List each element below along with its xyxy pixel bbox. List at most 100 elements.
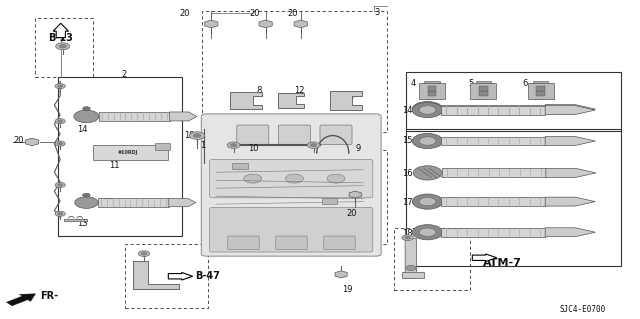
- Bar: [479, 86, 488, 91]
- Polygon shape: [335, 271, 348, 278]
- Bar: [394, 228, 470, 290]
- Polygon shape: [545, 137, 595, 145]
- Circle shape: [412, 101, 443, 117]
- Bar: [98, 198, 169, 207]
- Text: #15: #15: [476, 97, 484, 101]
- Circle shape: [402, 235, 413, 241]
- Text: 17: 17: [102, 198, 113, 207]
- Circle shape: [58, 184, 63, 186]
- Circle shape: [55, 84, 65, 89]
- Polygon shape: [134, 261, 179, 289]
- Bar: [536, 91, 545, 96]
- Bar: [419, 83, 445, 99]
- Bar: [428, 91, 436, 96]
- Circle shape: [285, 174, 303, 183]
- Polygon shape: [349, 191, 362, 198]
- Bar: [528, 83, 554, 99]
- Text: #15: #15: [533, 97, 542, 101]
- Text: 9: 9: [355, 144, 360, 153]
- Text: 19: 19: [184, 131, 195, 140]
- Text: #10: #10: [424, 97, 433, 101]
- FancyBboxPatch shape: [278, 125, 310, 145]
- Circle shape: [56, 43, 70, 50]
- Bar: [442, 168, 546, 177]
- Text: 15: 15: [403, 137, 413, 145]
- Circle shape: [419, 197, 436, 206]
- Circle shape: [327, 174, 345, 183]
- FancyBboxPatch shape: [324, 236, 355, 249]
- FancyBboxPatch shape: [228, 236, 259, 249]
- Polygon shape: [53, 23, 68, 38]
- Bar: [64, 219, 87, 221]
- Circle shape: [83, 193, 90, 197]
- Text: 1: 1: [200, 141, 205, 150]
- Polygon shape: [545, 228, 595, 237]
- Circle shape: [58, 85, 63, 87]
- Text: SJC4-E0700: SJC4-E0700: [560, 305, 606, 314]
- Circle shape: [419, 106, 436, 114]
- Polygon shape: [170, 112, 197, 121]
- Circle shape: [310, 144, 317, 147]
- Text: 6: 6: [523, 79, 528, 88]
- Circle shape: [412, 194, 443, 209]
- Circle shape: [74, 110, 99, 123]
- Circle shape: [244, 174, 262, 183]
- Polygon shape: [546, 168, 596, 177]
- Circle shape: [55, 119, 65, 124]
- Text: 20: 20: [250, 9, 260, 18]
- Bar: [441, 197, 545, 206]
- Bar: [441, 228, 545, 237]
- Circle shape: [138, 251, 150, 256]
- Text: 16: 16: [402, 169, 413, 178]
- Polygon shape: [205, 20, 218, 28]
- Polygon shape: [26, 138, 38, 146]
- Polygon shape: [545, 106, 595, 115]
- Bar: [428, 86, 436, 91]
- Circle shape: [230, 144, 237, 147]
- Text: #10RDJ: #10RDJ: [118, 150, 138, 155]
- Bar: [342, 150, 387, 244]
- Text: 10: 10: [248, 144, 258, 153]
- Polygon shape: [545, 105, 595, 114]
- FancyBboxPatch shape: [201, 114, 381, 256]
- Bar: [533, 80, 548, 83]
- Circle shape: [193, 134, 201, 137]
- Circle shape: [55, 182, 65, 188]
- Polygon shape: [168, 272, 193, 280]
- FancyBboxPatch shape: [232, 163, 248, 169]
- Text: 13: 13: [77, 219, 88, 228]
- Circle shape: [189, 132, 205, 139]
- Text: 4: 4: [411, 79, 416, 88]
- Text: 5: 5: [468, 79, 474, 88]
- Bar: [536, 86, 545, 91]
- FancyBboxPatch shape: [322, 198, 337, 204]
- FancyBboxPatch shape: [210, 207, 372, 252]
- Circle shape: [141, 252, 147, 255]
- Text: 18: 18: [402, 229, 413, 238]
- Circle shape: [58, 120, 63, 122]
- Bar: [441, 137, 545, 145]
- Polygon shape: [169, 198, 196, 207]
- Text: 2: 2: [122, 70, 127, 79]
- Polygon shape: [545, 197, 595, 206]
- Polygon shape: [230, 92, 262, 109]
- Bar: [441, 106, 545, 115]
- Text: ATM-7: ATM-7: [483, 258, 522, 268]
- Bar: [35, 18, 93, 77]
- Circle shape: [83, 107, 90, 110]
- Bar: [406, 72, 621, 131]
- Bar: [479, 91, 488, 96]
- Bar: [402, 272, 424, 278]
- Circle shape: [412, 225, 443, 240]
- Text: 20: 20: [180, 9, 190, 18]
- FancyBboxPatch shape: [320, 125, 352, 145]
- Polygon shape: [259, 20, 272, 28]
- Text: 3: 3: [374, 8, 380, 17]
- Circle shape: [58, 212, 63, 215]
- Bar: [58, 77, 182, 236]
- Text: 17: 17: [402, 198, 413, 207]
- Circle shape: [307, 142, 320, 148]
- Text: 11: 11: [109, 161, 119, 170]
- FancyBboxPatch shape: [276, 236, 307, 249]
- Circle shape: [405, 236, 411, 239]
